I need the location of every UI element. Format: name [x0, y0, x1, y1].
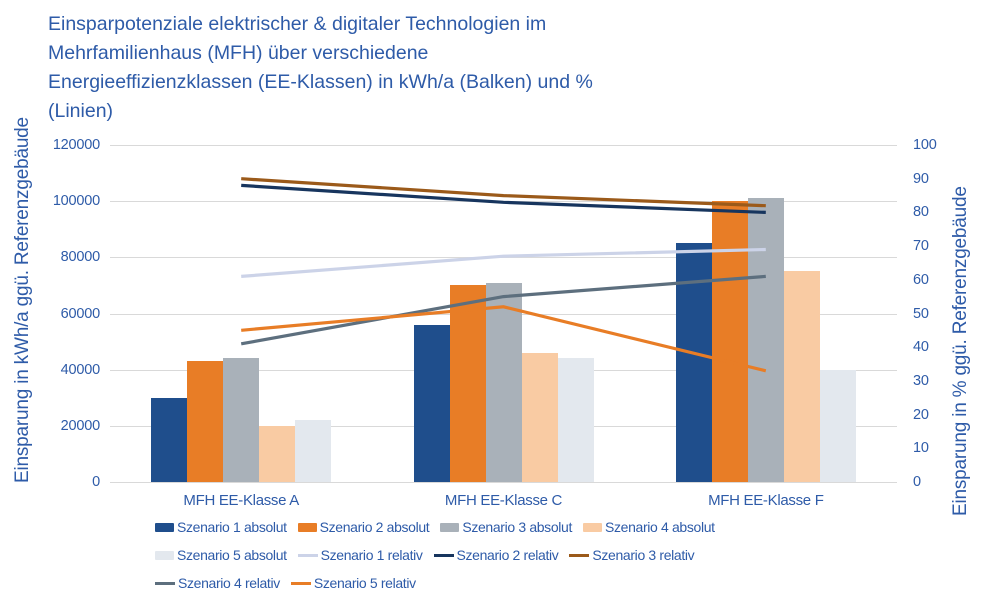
legend-item-szenario-4-relativ: Szenario 4 relativ	[155, 575, 280, 591]
legend-label: Szenario 4 absolut	[605, 519, 715, 535]
bar-szenario-3-absolut	[485, 282, 522, 482]
left-axis-tick-label: 0	[92, 474, 100, 490]
chart-title: Einsparpotenziale elektrischer & digital…	[48, 10, 748, 126]
bar-szenario-5-absolut	[819, 369, 856, 482]
legend-item-szenario-1-absolut: Szenario 1 absolut	[155, 519, 287, 535]
legend: Szenario 1 absolut Szenario 2 absolut Szen…	[155, 519, 715, 591]
legend-item-szenario-1-relativ: Szenario 1 relativ	[297, 547, 423, 563]
line-szenario-2-relativ	[241, 183, 766, 214]
line-szenario-4-relativ	[240, 274, 766, 346]
legend-label: Szenario 3 absolut	[462, 519, 573, 535]
right-axis-tick-label: 90	[913, 170, 929, 187]
left-axis-tick-label: 80000	[60, 249, 101, 266]
legend-row: Szenario 4 relativ Szenario 5 relativ	[155, 575, 715, 591]
bar-szenario-2-absolut	[187, 361, 224, 482]
legend-item-szenario-5-relativ: Szenario 5 relativ	[290, 575, 416, 591]
right-axis-title: Einsparung in % ggü. Referenzgebäude	[950, 186, 971, 516]
legend-label: Szenario 5 absolut	[177, 547, 287, 563]
bar-szenario-4-absolut	[259, 425, 296, 482]
bar-szenario-1-absolut	[413, 324, 450, 482]
legend-item-szenario-2-relativ: Szenario 2 relativ	[433, 547, 559, 563]
line-szenario-1-relativ	[241, 247, 766, 278]
right-axis-tick-label: 100	[913, 137, 937, 153]
chart-title-line: (Linien)	[48, 100, 114, 122]
legend-line-swatch-icon	[155, 581, 175, 585]
right-axis-tick-label: 70	[913, 238, 929, 255]
x-axis-category-label: MFH EE-Klasse A	[183, 492, 299, 509]
left-axis-tick-label: 20000	[60, 417, 101, 434]
legend-item-szenario-3-relativ: Szenario 3 relativ	[569, 547, 695, 563]
legend-row: Szenario 5 absolut Szenario 1 relativ Szen…	[155, 547, 715, 563]
x-axis-category-label: MFH EE-Klasse F	[708, 492, 824, 509]
bar-szenario-5-absolut	[557, 358, 594, 482]
legend-line-swatch-icon	[297, 553, 318, 557]
gridline	[110, 145, 897, 146]
legend-label: Szenario 2 absolut	[319, 519, 430, 535]
bar-szenario-2-absolut	[711, 201, 748, 482]
legend-label: Szenario 3 relativ	[592, 547, 695, 563]
legend-label: Szenario 1 relativ	[320, 547, 423, 563]
left-axis-tick-label: 120000	[52, 137, 100, 153]
bar-szenario-4-absolut	[783, 271, 820, 482]
bar-szenario-3-absolut	[747, 198, 784, 482]
left-axis-tick-label: 40000	[60, 361, 101, 378]
legend-line-swatch-icon	[290, 581, 311, 585]
left-axis-tick-label: 100000	[52, 193, 100, 210]
legend-row: Szenario 1 absolut Szenario 2 absolut Szen…	[155, 519, 715, 535]
line-szenario-5-relativ	[241, 305, 767, 373]
x-axis-category-label: MFH EE-Klasse C	[444, 492, 563, 509]
legend-bar-swatch-icon	[583, 522, 603, 532]
legend-item-szenario-4-absolut: Szenario 4 absolut	[583, 519, 715, 535]
left-axis-title: Einsparung in kWh/a ggü. Referenzgebäude	[12, 117, 33, 484]
right-axis-tick-label: 20	[913, 406, 929, 423]
legend-label: Szenario 1 absolut	[177, 519, 287, 535]
right-axis-tick-label: 10	[913, 440, 929, 457]
chart-title-line: Energieeffizienzklassen (EE-Klassen) in …	[48, 71, 593, 93]
line-szenario-3-relativ	[241, 177, 766, 208]
right-axis-tick-label: 0	[913, 474, 921, 490]
right-axis-tick-label: 80	[913, 204, 929, 221]
legend-item-szenario-3-absolut: Szenario 3 absolut	[440, 519, 572, 535]
bar-szenario-2-absolut	[449, 285, 486, 482]
plot-area	[110, 145, 897, 483]
right-axis-tick-label: 50	[913, 305, 929, 322]
bar-szenario-3-absolut	[223, 358, 260, 482]
legend-bar-swatch-icon	[297, 522, 317, 532]
bar-szenario-1-absolut	[151, 397, 188, 482]
legend-label: Szenario 4 relativ	[178, 575, 280, 591]
legend-bar-swatch-icon	[440, 522, 460, 532]
right-axis-tick-label: 30	[913, 372, 929, 389]
legend-bar-swatch-icon	[155, 550, 174, 560]
bar-szenario-4-absolut	[521, 352, 558, 482]
line-series-layer	[240, 177, 767, 373]
gridline	[110, 257, 897, 259]
gridline	[110, 482, 897, 483]
legend-item-szenario-5-absolut: Szenario 5 absolut	[155, 547, 287, 563]
legend-item-szenario-2-absolut: Szenario 2 absolut	[297, 519, 430, 535]
legend-label: Szenario 5 relativ	[313, 575, 416, 591]
left-axis-tick-label: 60000	[60, 305, 101, 322]
chart-title-line: Mehrfamilienhaus (MFH) über verschiedene	[48, 42, 429, 64]
legend-bar-swatch-icon	[155, 522, 174, 532]
right-axis-tick-label: 40	[913, 339, 929, 356]
bar-szenario-5-absolut	[295, 420, 332, 482]
chart-title-line: Einsparpotenziale elektrischer & digital…	[48, 13, 547, 35]
legend-label: Szenario 2 relativ	[456, 547, 559, 563]
legend-line-swatch-icon	[433, 553, 454, 557]
right-axis-tick-label: 60	[913, 271, 929, 288]
legend-line-swatch-icon	[569, 553, 590, 557]
